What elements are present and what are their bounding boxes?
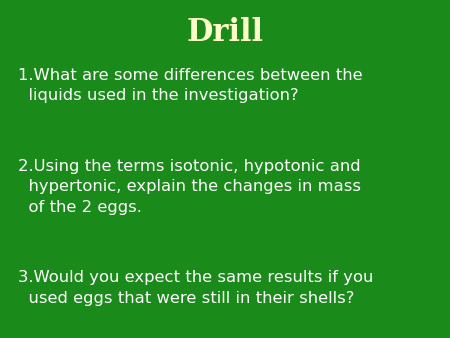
- Text: 3.Would you expect the same results if you
  used eggs that were still in their : 3.Would you expect the same results if y…: [18, 270, 373, 306]
- Text: Drill: Drill: [186, 17, 264, 48]
- Text: 1.What are some differences between the
  liquids used in the investigation?: 1.What are some differences between the …: [18, 68, 363, 103]
- Text: 2.Using the terms isotonic, hypotonic and
  hypertonic, explain the changes in m: 2.Using the terms isotonic, hypotonic an…: [18, 159, 361, 215]
